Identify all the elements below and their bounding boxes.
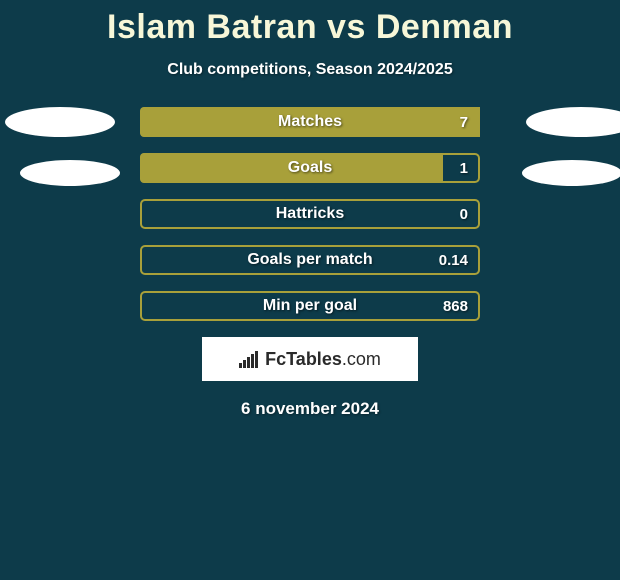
stat-row-goals: Goals 1 bbox=[140, 153, 480, 183]
bar-label: Goals per match bbox=[140, 245, 480, 275]
bar-value: 7 bbox=[460, 107, 468, 137]
bar-label: Goals bbox=[140, 153, 480, 183]
logo-text-bold: FcTables bbox=[265, 349, 342, 369]
page-title: Islam Batran vs Denman bbox=[0, 0, 620, 47]
bar-value: 0.14 bbox=[439, 245, 468, 275]
stat-row-min-per-goal: Min per goal 868 bbox=[140, 291, 480, 321]
stat-row-hattricks: Hattricks 0 bbox=[140, 199, 480, 229]
bar-value: 868 bbox=[443, 291, 468, 321]
player-oval-left-bottom bbox=[20, 160, 120, 186]
bar-label: Matches bbox=[140, 107, 480, 137]
player-oval-left-top bbox=[5, 107, 115, 137]
bar-label: Min per goal bbox=[140, 291, 480, 321]
bar-chart-icon bbox=[239, 350, 261, 368]
stat-bars: Matches 7 Goals 1 Hattricks 0 Goals per … bbox=[140, 107, 480, 321]
fctables-logo: FcTables.com bbox=[202, 337, 418, 381]
bar-value: 0 bbox=[460, 199, 468, 229]
bar-label: Hattricks bbox=[140, 199, 480, 229]
bar-value: 1 bbox=[460, 153, 468, 183]
stat-row-matches: Matches 7 bbox=[140, 107, 480, 137]
logo-text-light: .com bbox=[342, 349, 381, 369]
chart-stage: Matches 7 Goals 1 Hattricks 0 Goals per … bbox=[0, 107, 620, 321]
player-oval-right-top bbox=[526, 107, 620, 137]
stat-row-goals-per-match: Goals per match 0.14 bbox=[140, 245, 480, 275]
page-subtitle: Club competitions, Season 2024/2025 bbox=[0, 61, 620, 79]
logo-text: FcTables.com bbox=[265, 349, 381, 370]
player-oval-right-bottom bbox=[522, 160, 620, 186]
date-label: 6 november 2024 bbox=[0, 399, 620, 419]
